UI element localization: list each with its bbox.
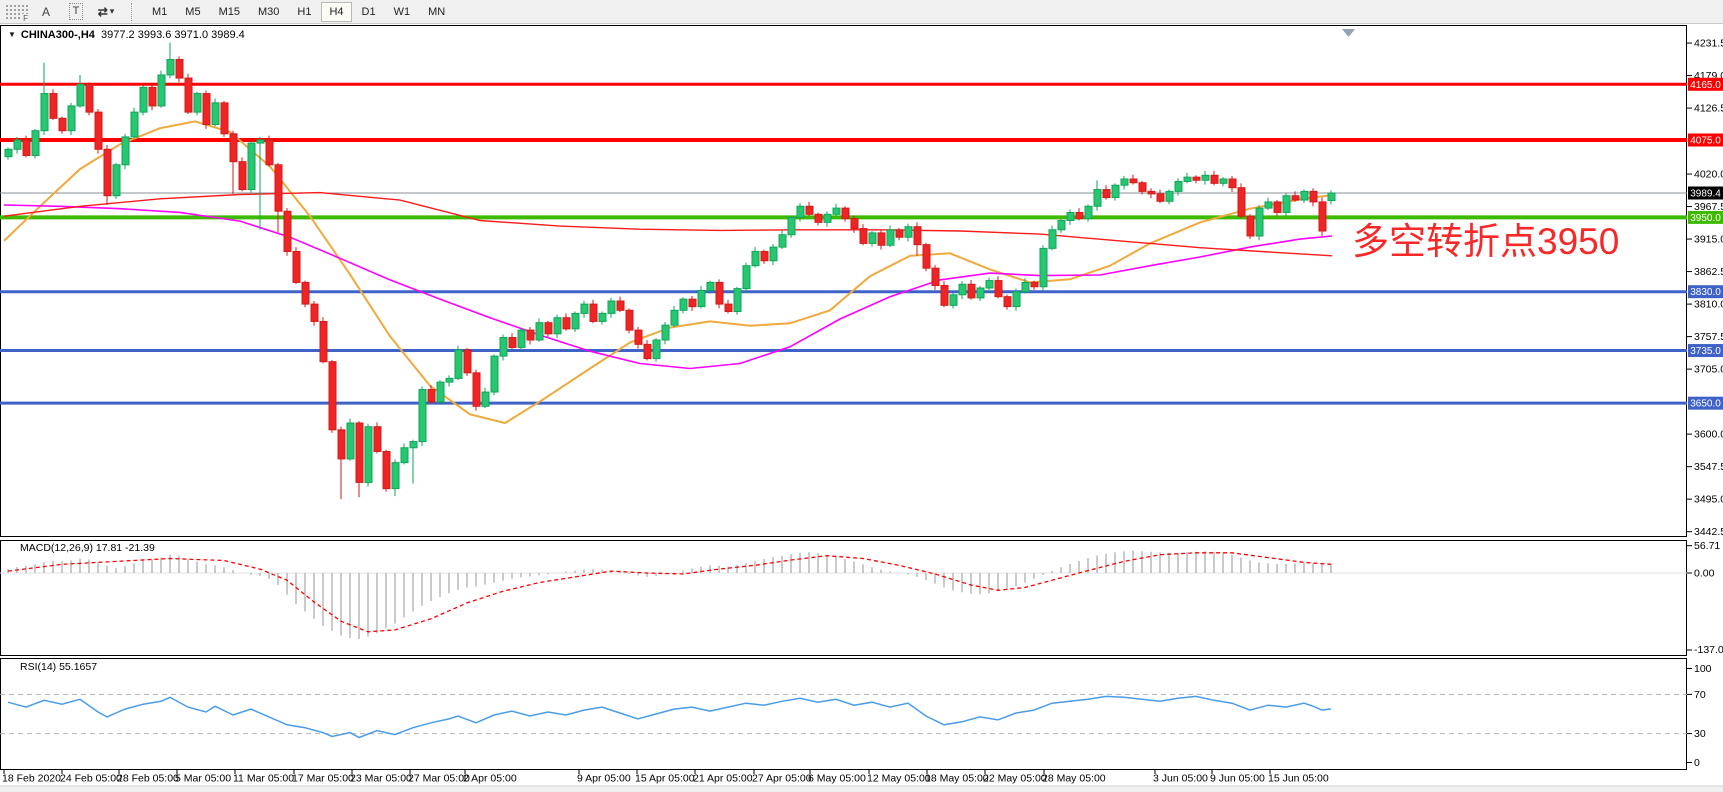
moving-averages (3, 120, 1333, 425)
rsi-pane (0, 693, 1687, 739)
svg-text:3830.0: 3830.0 (1690, 287, 1721, 298)
svg-text:21 Apr 05:00: 21 Apr 05:00 (693, 773, 753, 785)
svg-text:3600.0: 3600.0 (1694, 429, 1723, 441)
dropdown-caret-icon[interactable]: ▾ (109, 6, 115, 16)
toolbar: F A T ⇄ ▾ M1 M5 M15 M30 H1 H4 D1 W1 MN (0, 0, 1723, 24)
rsi-axis[interactable]: 100 70 30 0 (1687, 663, 1712, 769)
bottom-strip (0, 785, 1723, 792)
price-axis[interactable]: 4231.54179.04126.54020.03967.53915.03862… (1687, 38, 1723, 539)
toolbar-separator (131, 2, 137, 21)
timeframe-button-M1[interactable]: M1 (144, 2, 175, 22)
svg-text:100: 100 (1694, 663, 1712, 675)
svg-text:22 May 05:00: 22 May 05:00 (983, 773, 1047, 785)
timeframe-button-M5[interactable]: M5 (177, 2, 208, 22)
svg-text:27 Apr 05:00: 27 Apr 05:00 (752, 773, 812, 785)
timeframe-button-D1[interactable]: D1 (354, 2, 384, 22)
symbol-period-label: CHINA300-,H4 (20, 29, 95, 41)
svg-text:0.00: 0.00 (1694, 568, 1715, 580)
svg-text:3705.0: 3705.0 (1694, 364, 1723, 376)
expert-grid-label: F (22, 13, 28, 23)
svg-text:3950.0: 3950.0 (1690, 213, 1721, 224)
timeframe-button-W1[interactable]: W1 (386, 2, 419, 22)
font-tool-icon[interactable]: A (41, 4, 50, 19)
chart-canvas[interactable]: 4231.54179.04126.54020.03967.53915.03862… (0, 24, 1723, 792)
svg-text:0: 0 (1694, 757, 1700, 769)
candlesticks-layer (4, 42, 1336, 500)
svg-text:3442.5: 3442.5 (1694, 526, 1723, 538)
svg-text:23 Mar 05:00: 23 Mar 05:00 (350, 773, 412, 785)
svg-text:3967.5: 3967.5 (1694, 201, 1723, 213)
timeframe-button-H1[interactable]: H1 (289, 2, 319, 22)
svg-text:3757.5: 3757.5 (1694, 331, 1723, 343)
timeframe-buttons: M1 M5 M15 M30 H1 H4 D1 W1 MN (143, 1, 454, 22)
svg-text:27 Mar 05:00: 27 Mar 05:00 (408, 773, 470, 785)
chart-shift-marker-icon[interactable] (1342, 29, 1355, 37)
svg-text:4231.5: 4231.5 (1694, 38, 1723, 50)
svg-text:28 Feb 05:00: 28 Feb 05:00 (117, 773, 179, 785)
svg-text:3810.0: 3810.0 (1694, 299, 1723, 311)
ohlc-values: 3977.2 3993.6 3971.0 3989.4 (101, 29, 245, 41)
svg-text:4020.0: 4020.0 (1694, 169, 1723, 181)
svg-text:3 Jun 05:00: 3 Jun 05:00 (1153, 773, 1208, 785)
expert-grid-icon[interactable]: F (4, 2, 28, 23)
svg-text:-137.01: -137.01 (1694, 644, 1723, 656)
svg-text:15 Jun 05:00: 15 Jun 05:00 (1268, 773, 1329, 785)
svg-text:28 May 05:00: 28 May 05:00 (1042, 773, 1106, 785)
price-annotation-text: 多空转折点3950 (1352, 221, 1620, 262)
svg-text:4126.5: 4126.5 (1694, 103, 1723, 115)
svg-text:24 Feb 05:00: 24 Feb 05:00 (60, 773, 122, 785)
drawing-arrows-tool-icon[interactable]: ⇄ ▾ (97, 4, 115, 19)
svg-text:3735.0: 3735.0 (1690, 346, 1721, 357)
macd-axis[interactable]: 56.71 0.00 -137.01 (1687, 540, 1723, 656)
text-label-tool-icon[interactable]: T (64, 1, 88, 23)
macd-indicator-label: MACD(12,26,9) 17.81 -21.39 (20, 542, 155, 554)
svg-text:17 Mar 05:00: 17 Mar 05:00 (292, 773, 354, 785)
svg-text:2 Apr 05:00: 2 Apr 05:00 (463, 773, 517, 785)
svg-text:3547.5: 3547.5 (1694, 461, 1723, 473)
svg-text:3989.4: 3989.4 (1690, 189, 1721, 200)
svg-text:3915.0: 3915.0 (1694, 234, 1723, 246)
timeframe-button-M15[interactable]: M15 (211, 2, 248, 22)
svg-text:3862.5: 3862.5 (1694, 266, 1723, 278)
svg-text:56.71: 56.71 (1694, 540, 1720, 552)
svg-text:18 Feb 2020: 18 Feb 2020 (2, 773, 61, 785)
svg-text:30: 30 (1694, 728, 1706, 740)
svg-text:15 Apr 05:00: 15 Apr 05:00 (635, 773, 695, 785)
svg-text:70: 70 (1694, 689, 1706, 701)
svg-text:3650.0: 3650.0 (1690, 399, 1721, 410)
svg-text:9 Jun 05:00: 9 Jun 05:00 (1210, 773, 1265, 785)
chart-title: ▼ CHINA300-,H4 3977.2 3993.6 3971.0 3989.… (8, 29, 245, 41)
pane-borders (0, 25, 1687, 770)
timeframe-button-H4[interactable]: H4 (321, 1, 352, 22)
rsi-indicator-label: RSI(14) 55.1657 (20, 661, 98, 673)
svg-text:4075.0: 4075.0 (1690, 135, 1721, 146)
svg-text:5 Mar 05:00: 5 Mar 05:00 (175, 773, 231, 785)
chart-dropdown-icon[interactable]: ▼ (8, 30, 16, 39)
svg-text:9 Apr 05:00: 9 Apr 05:00 (577, 773, 631, 785)
svg-text:3495.0: 3495.0 (1694, 494, 1723, 506)
timeframe-button-M30[interactable]: M30 (250, 2, 287, 22)
svg-text:6 May 05:00: 6 May 05:00 (808, 773, 866, 785)
svg-text:12 May 05:00: 12 May 05:00 (867, 773, 931, 785)
svg-text:4165.0: 4165.0 (1690, 80, 1721, 91)
svg-text:11 Mar 05:00: 11 Mar 05:00 (233, 773, 294, 785)
timeframe-button-MN[interactable]: MN (420, 2, 453, 22)
macd-pane (0, 550, 1687, 640)
svg-text:18 May 05:00: 18 May 05:00 (925, 773, 989, 785)
